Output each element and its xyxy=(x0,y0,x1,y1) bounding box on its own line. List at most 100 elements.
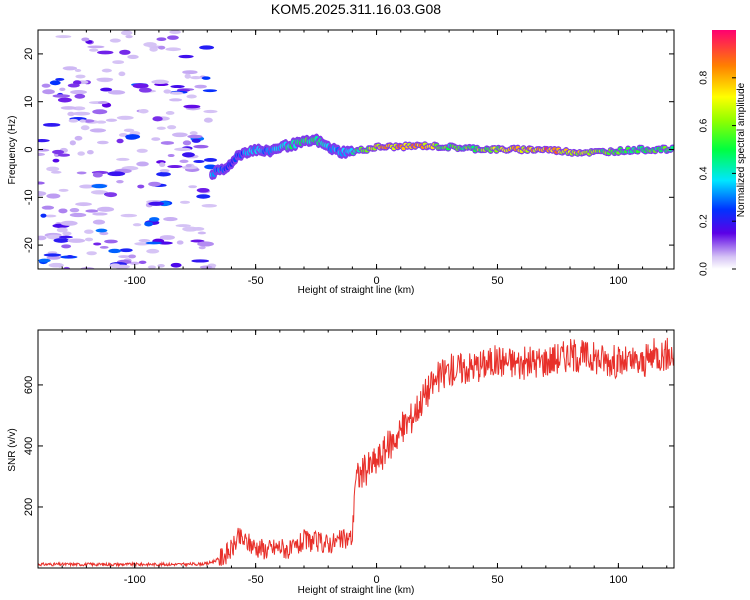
spectrogram-noise-cell xyxy=(75,74,86,79)
spectrogram-noise-cell xyxy=(49,80,61,86)
spectrogram-noise-cell xyxy=(46,255,61,260)
spectrogram-noise-cell xyxy=(62,66,78,71)
spectrogram-noise-cell xyxy=(184,73,191,79)
snr-ytick-label: 400 xyxy=(23,437,35,455)
spectrogram-noise-cell xyxy=(55,35,72,39)
colorbar-gradient xyxy=(712,30,736,269)
spectrogram-noise-cell xyxy=(182,140,192,146)
spectrogram-xtick-label: 0 xyxy=(373,275,379,287)
spectrogram-noise-cell xyxy=(74,69,82,72)
spectrogram-noise-cell xyxy=(79,184,94,189)
spectrogram-noise-cell xyxy=(138,87,152,93)
spectrogram-noise-cell xyxy=(55,77,65,81)
spectrogram-ytick-label: 20 xyxy=(23,48,35,60)
spectrogram-noise-cell xyxy=(179,200,191,204)
spectrogram-noise-cell xyxy=(138,239,151,243)
spectrogram-noise-cell xyxy=(156,126,166,130)
spectrogram-noise-cell xyxy=(53,238,70,243)
figure-title: KOM5.2025.311.16.03.G08 xyxy=(271,1,441,17)
spectrogram-noise-cell xyxy=(127,54,139,60)
spectrogram-noise-cell xyxy=(85,209,99,213)
spectrogram-noise-cell xyxy=(38,190,47,197)
snr-xtick-label: -100 xyxy=(124,574,146,586)
spectrogram-noise-cell xyxy=(50,170,62,174)
spectrogram-ytick-label: 10 xyxy=(23,96,35,108)
spectrogram-noise-cell xyxy=(159,235,175,240)
spectrogram-noise-cell xyxy=(90,190,108,195)
spectrogram-noise-cell xyxy=(92,172,103,178)
spectrogram-noise-cell xyxy=(169,91,184,95)
spectrogram-xtick-label: -100 xyxy=(124,275,146,287)
spectrogram-noise-cell xyxy=(52,149,65,155)
spectrogram-ytick-label: -10 xyxy=(23,189,35,205)
spectrogram-noise-cell xyxy=(97,50,114,55)
spectrogram-noise-cell xyxy=(116,179,124,184)
spectrogram-noise-cell xyxy=(108,90,126,95)
spectrogram-noise-cell xyxy=(67,111,75,117)
spectrogram-noise-cell xyxy=(151,137,161,141)
spectrogram-noise-cell xyxy=(58,208,68,214)
spectrogram-noise-cell xyxy=(156,37,167,41)
spectrogram-noise-cell xyxy=(157,241,173,245)
spectrogram-noise-cell xyxy=(97,101,109,105)
spectrogram-noise-cell xyxy=(81,37,90,42)
spectrogram-noise-cell xyxy=(38,181,45,185)
spectrogram-noise-cell xyxy=(188,185,198,189)
spectrogram-noise-cell xyxy=(92,109,108,115)
colorbar-tick-label: 0.2 xyxy=(699,214,710,228)
spectrogram-ytick-label: -20 xyxy=(23,237,35,253)
spectrogram-noise-cell xyxy=(58,235,73,239)
snr-ylabel: SNR (v/v) xyxy=(7,428,18,471)
spectrogram-noise-cell xyxy=(119,49,131,55)
spectrogram-noise-cell xyxy=(72,111,91,116)
spectrogram-noise-cell xyxy=(192,227,205,231)
spectrogram-noise-cell xyxy=(118,71,126,77)
spectrogram-noise-cell xyxy=(41,83,51,88)
spectrogram-ridge-cell xyxy=(670,145,674,150)
snr-panel: -100 -50 0 50 100 200 400 600 Height of straig… xyxy=(7,329,675,596)
spectrogram-noise-cell xyxy=(105,118,118,122)
spectrogram-noise-cell xyxy=(125,134,141,140)
spectrogram-ytick-label: 0 xyxy=(23,146,35,152)
spectrogram-noise-cell xyxy=(99,231,109,236)
snr-xtick-label: 50 xyxy=(491,574,503,586)
spectrogram-noise-cell xyxy=(167,165,183,169)
spectrogram-noise-cell xyxy=(43,253,62,257)
spectrogram-noise-cell xyxy=(88,48,99,52)
spectrogram-noise-cell xyxy=(167,35,179,40)
spectrogram-noise-cell xyxy=(197,241,214,247)
spectrogram-noise-cell xyxy=(42,89,55,95)
spectrogram-noise-cell xyxy=(77,151,85,156)
spectrogram-noise-cell xyxy=(165,47,182,52)
spectrogram-noise-cell xyxy=(92,212,108,216)
spectrogram-xlabel: Height of straight line (km) xyxy=(298,285,415,296)
spectrogram-noise-cell xyxy=(91,183,108,189)
spectrogram-noise-cell xyxy=(62,231,72,236)
spectrogram-noise-cell xyxy=(42,122,61,127)
spectrogram-noise-cell xyxy=(136,148,148,153)
spectrogram-xtick-label: 100 xyxy=(609,275,627,287)
spectrogram-noise-cell xyxy=(61,244,72,249)
snr-xlabel: Height of straight line (km) xyxy=(298,585,415,596)
spectrogram-noise-cell xyxy=(67,238,86,243)
spectrogram-noise-cell xyxy=(190,239,205,243)
colorbar-tick-label: 0.6 xyxy=(699,118,710,132)
spectrogram-noise-cell xyxy=(60,220,78,226)
snr-xtick-label: 100 xyxy=(609,574,627,586)
spectrogram-noise-cell xyxy=(93,242,102,246)
spectrogram-noise-cell xyxy=(100,87,113,92)
spectrogram-noise-cell xyxy=(149,217,160,222)
spectrogram-noise-cell xyxy=(69,140,76,146)
spectrogram-noise-cell xyxy=(104,192,118,198)
spectrogram-noise-cell xyxy=(82,119,95,123)
spectrogram-noise-cell xyxy=(58,188,69,192)
spectrogram-noise-cell xyxy=(116,138,124,144)
spectrogram-noise-cell xyxy=(160,141,175,145)
spectrogram-noise-cell xyxy=(75,202,92,207)
spectrogram-noise-cell xyxy=(89,128,107,133)
spectrogram-noise-cell xyxy=(128,254,137,259)
spectrogram-noise-cell xyxy=(148,201,165,206)
spectrogram-noise-cell xyxy=(80,125,90,131)
spectrogram-noise-cell xyxy=(69,208,80,213)
